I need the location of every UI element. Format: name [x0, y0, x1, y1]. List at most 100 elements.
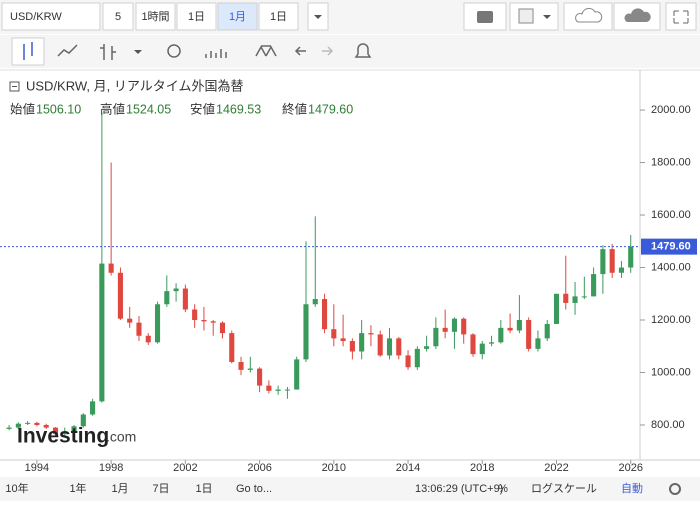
fullscreen[interactable]: [665, 2, 697, 31]
candle-icon: [23, 42, 33, 60]
bar-icon: [100, 44, 116, 60]
cloud-icon: [624, 8, 651, 22]
bottom-bar: [0, 477, 700, 501]
candle-body: [553, 293, 560, 324]
candle-body: [164, 291, 170, 305]
close-value: 1479.60: [308, 102, 353, 116]
collapse-box[interactable]: [9, 81, 20, 92]
interval-label: 1日: [270, 11, 287, 23]
candle-body: [90, 401, 96, 415]
interval-button[interactable]: [258, 2, 299, 31]
goto[interactable]: Go to...: [236, 483, 272, 495]
interval-button[interactable]: [135, 2, 176, 31]
candle-body: [488, 342, 495, 344]
candle-body: [284, 389, 290, 391]
x-tick-label: 2022: [544, 462, 568, 474]
compare-icon: [255, 45, 277, 57]
cloud-load[interactable]: [563, 2, 613, 31]
candle-body: [210, 321, 216, 323]
candle-body: [238, 361, 244, 370]
candle-body: [62, 431, 68, 435]
high-value: 1524.05: [126, 102, 171, 116]
low-label: 安値: [190, 101, 215, 116]
candle-body: [349, 341, 355, 352]
candle-body: [52, 427, 59, 435]
candle-body: [80, 414, 86, 427]
range-button[interactable]: 1日: [195, 483, 212, 495]
candle-body: [201, 320, 207, 322]
camera-icon: [477, 11, 493, 23]
x-tick-label: 1998: [99, 462, 123, 474]
candle-body: [479, 343, 485, 355]
interval-label: 1日: [188, 11, 205, 23]
dropdown-arrow: [314, 15, 322, 19]
candle-body: [303, 304, 309, 360]
y-tick-label: 1400.00: [651, 261, 691, 273]
line-icon: [57, 44, 78, 57]
symbol-box[interactable]: [1, 2, 101, 31]
candle-body: [618, 267, 624, 273]
settings-icon: [167, 44, 181, 58]
candle-body: [516, 320, 522, 331]
range-button[interactable]: 1月: [111, 483, 128, 495]
candle-body: [451, 318, 457, 332]
high-label: 高値: [100, 101, 125, 116]
watermark-brand: Investing: [17, 425, 109, 448]
range-button[interactable]: 7日: [152, 483, 169, 495]
camera-button[interactable]: [463, 2, 507, 31]
candle-body: [34, 422, 40, 425]
undo-icon: [294, 46, 306, 56]
y-tick-label: 2000.00: [651, 104, 691, 116]
watermark-suffix: .com: [106, 429, 136, 445]
candle-body: [15, 423, 21, 428]
color-button[interactable]: [509, 2, 559, 31]
candle-body: [229, 333, 235, 362]
last-price-tag: [641, 238, 697, 255]
percent-toggle[interactable]: %: [498, 483, 508, 495]
candle-body: [544, 323, 550, 339]
tool-icons: [11, 37, 372, 66]
candle-body: [127, 318, 133, 323]
open-value: 1506.10: [36, 102, 81, 116]
candle-body: [628, 246, 634, 268]
interval-button[interactable]: [176, 2, 217, 31]
symbol: USD/KRW: [10, 11, 62, 23]
fullscreen-icon: [673, 10, 689, 24]
log-toggle[interactable]: ログスケール: [531, 481, 597, 495]
candle-body: [312, 299, 318, 305]
candle-body: [275, 389, 281, 391]
indicator-icon: [205, 49, 227, 58]
range-button[interactable]: 10年: [5, 481, 28, 495]
clock: 13:06:29 (UTC+9): [415, 483, 503, 495]
auto-toggle[interactable]: 自動: [621, 481, 643, 495]
x-tick-label: 2014: [396, 462, 420, 474]
y-tick-label: 1200.00: [651, 314, 691, 326]
x-tick-label: 1994: [25, 462, 49, 474]
interval-buttons: 1時間 1日 1月 1日: [135, 2, 299, 31]
drawing-toolbar: [0, 35, 700, 68]
interval-button[interactable]: [217, 2, 258, 31]
candle-body: [266, 385, 272, 391]
range-button[interactable]: 1年: [69, 481, 86, 495]
legend-title: USD/KRW, 月, リアルタイム外国為替: [26, 78, 244, 93]
settings-icon[interactable]: [669, 483, 681, 495]
x-tick-label: 2002: [173, 462, 197, 474]
candle-body: [535, 338, 541, 349]
last-price-label: 1479.60: [651, 241, 691, 253]
range-buttons: 10年 1年 1月 7日 1日: [5, 481, 212, 495]
y-tick-label: 1800.00: [651, 156, 691, 168]
alert-icon: [354, 43, 372, 58]
open-label: 始値: [10, 101, 35, 116]
candle-body: [377, 334, 383, 356]
candle-body: [108, 263, 114, 273]
candle-body: [424, 346, 430, 349]
cloud-icon: [575, 7, 603, 23]
dropdown-arrow: [543, 15, 551, 19]
low-value: 1469.53: [216, 102, 261, 116]
candle-body: [386, 338, 393, 356]
tool-button[interactable]: [11, 37, 45, 66]
candle-body: [507, 327, 513, 331]
interval-box[interactable]: [102, 2, 134, 31]
candle-body: [359, 333, 365, 352]
